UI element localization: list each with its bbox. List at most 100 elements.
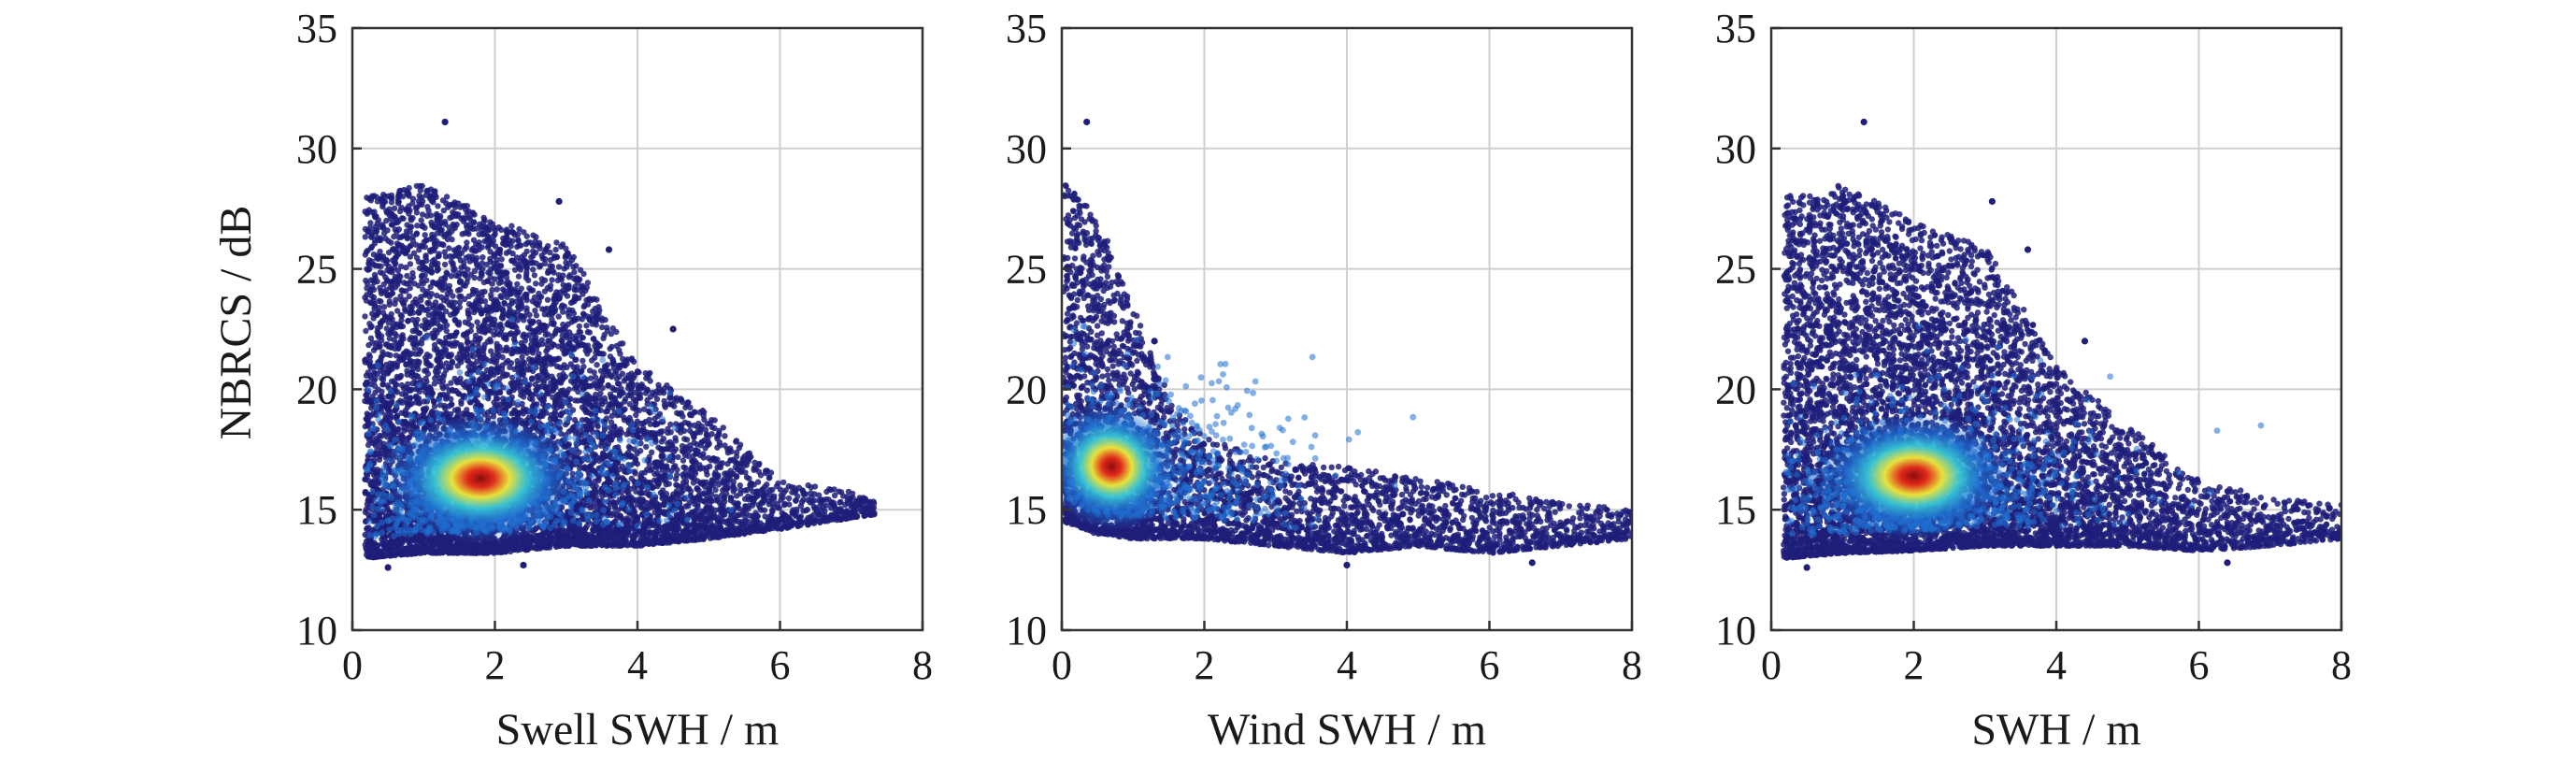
panel-1-point bbox=[408, 242, 414, 249]
panel-1-point bbox=[570, 310, 578, 317]
panel-1-point bbox=[440, 208, 447, 214]
panel-1-point bbox=[416, 359, 422, 366]
panel-1-point bbox=[551, 302, 557, 309]
panel-1-point bbox=[420, 223, 426, 229]
panel-1-point bbox=[374, 278, 380, 285]
panel-1-point bbox=[443, 322, 451, 329]
panel-1-point bbox=[497, 263, 505, 269]
panel-1-point bbox=[555, 295, 562, 302]
panel-1-point bbox=[405, 235, 411, 241]
panel-1-point bbox=[434, 293, 440, 299]
panel-1-point bbox=[372, 227, 379, 234]
panel-1-point bbox=[492, 243, 499, 250]
panel-1-point bbox=[408, 395, 414, 401]
panel-1-point bbox=[494, 286, 501, 293]
panel-1-point bbox=[367, 335, 375, 341]
panel-1-point bbox=[549, 277, 555, 283]
panel-1-point bbox=[571, 268, 578, 276]
panel-1-point bbox=[508, 223, 515, 229]
panel-1-point bbox=[375, 309, 381, 316]
panel-1-point bbox=[404, 404, 411, 410]
panel-1-point bbox=[370, 286, 378, 294]
panel-1-point bbox=[544, 296, 551, 303]
panel-1-point bbox=[523, 350, 530, 356]
panel-1-point bbox=[402, 296, 408, 303]
panel-1-point bbox=[455, 273, 462, 280]
panel-1-point bbox=[491, 316, 498, 323]
panel-1-point bbox=[541, 260, 549, 266]
panel-1-point bbox=[418, 217, 424, 223]
panel-1-point bbox=[465, 266, 471, 273]
panel-1-point bbox=[475, 348, 481, 354]
panel-1-point bbox=[446, 245, 452, 251]
panel-1-point bbox=[384, 504, 391, 510]
panel-1-point bbox=[456, 304, 463, 310]
panel-1-point bbox=[407, 207, 413, 214]
panel-1-point bbox=[431, 381, 438, 387]
panel-1-point bbox=[371, 271, 379, 279]
panel-1-point bbox=[523, 259, 530, 266]
panel-1-point bbox=[494, 395, 501, 402]
panel-1-point bbox=[453, 329, 460, 336]
panel-1-point bbox=[518, 285, 524, 292]
panel-1-point bbox=[496, 251, 503, 257]
panel-1-point bbox=[415, 282, 422, 289]
panel-1-point bbox=[383, 257, 391, 265]
panel-1-point bbox=[564, 293, 571, 299]
panel-1-point bbox=[515, 410, 522, 417]
panel-1-point bbox=[387, 415, 394, 422]
panel-1-point bbox=[509, 251, 516, 257]
panel-1-point bbox=[408, 400, 415, 407]
panel-1-point bbox=[533, 280, 539, 287]
panel-1-point bbox=[392, 300, 398, 308]
panel-1-point bbox=[448, 364, 454, 371]
panel-1-point bbox=[474, 319, 480, 325]
panel-1-point bbox=[420, 198, 426, 205]
panel-1-point bbox=[388, 239, 394, 246]
panel-1-point bbox=[402, 308, 408, 314]
panel-1-point bbox=[443, 394, 450, 400]
panel-1-point bbox=[470, 220, 477, 226]
panel-1-point bbox=[395, 425, 402, 432]
panel-1-point bbox=[465, 275, 471, 282]
panel-1-point bbox=[562, 373, 569, 381]
panel-1-point bbox=[411, 336, 418, 342]
panel-1-point bbox=[419, 211, 426, 218]
panel-1-point bbox=[395, 226, 403, 233]
panel-1-point bbox=[365, 360, 372, 366]
panel-1-point bbox=[386, 335, 394, 342]
panel-1-point bbox=[389, 316, 395, 323]
panel-1-point bbox=[477, 402, 483, 409]
panel-1-point bbox=[416, 346, 423, 353]
panel-1-point bbox=[416, 330, 423, 337]
panel-1-point bbox=[470, 245, 477, 251]
panel-1-point bbox=[522, 291, 529, 298]
panel-1-point bbox=[552, 383, 559, 391]
panel-1-point bbox=[504, 269, 510, 277]
panel-1-point bbox=[407, 253, 413, 260]
panel-1-point bbox=[414, 223, 421, 229]
panel-1-point bbox=[377, 235, 384, 241]
panel-1-point bbox=[509, 237, 516, 244]
panel-1-point bbox=[499, 353, 506, 361]
panel-1-point bbox=[565, 282, 572, 289]
panel-1-point bbox=[521, 343, 527, 351]
panel-1-point bbox=[528, 287, 535, 294]
panel-1-point bbox=[489, 280, 495, 287]
panel-1-point bbox=[392, 254, 399, 261]
panel-1-point bbox=[394, 332, 400, 339]
panel-1-point bbox=[367, 399, 375, 406]
panel-1-point bbox=[499, 306, 507, 312]
panel-1-point bbox=[481, 288, 488, 295]
panel-1-point bbox=[473, 225, 479, 232]
panel-1-point bbox=[372, 376, 379, 382]
panel-1-point bbox=[542, 368, 549, 375]
panel-1-point bbox=[479, 266, 486, 272]
panel-1-point bbox=[407, 387, 414, 394]
panel-1-point bbox=[399, 356, 406, 364]
panel-1-point bbox=[570, 253, 577, 261]
panel-1-point bbox=[441, 261, 449, 268]
panel-1-point bbox=[471, 211, 478, 218]
panel-1-point bbox=[519, 353, 525, 360]
panel-1-point bbox=[398, 334, 406, 340]
